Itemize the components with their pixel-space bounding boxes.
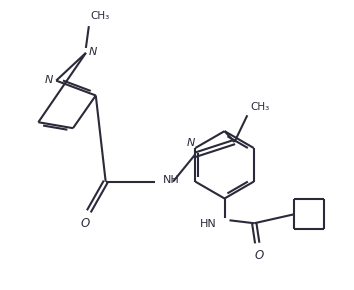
Text: CH₃: CH₃ [91,11,110,21]
Text: O: O [255,249,264,262]
Text: HN: HN [200,219,217,229]
Text: NH: NH [163,175,180,185]
Text: O: O [80,217,90,230]
Text: N: N [45,75,53,85]
Text: CH₃: CH₃ [250,102,269,112]
Text: N: N [89,47,97,57]
Text: N: N [187,138,195,148]
